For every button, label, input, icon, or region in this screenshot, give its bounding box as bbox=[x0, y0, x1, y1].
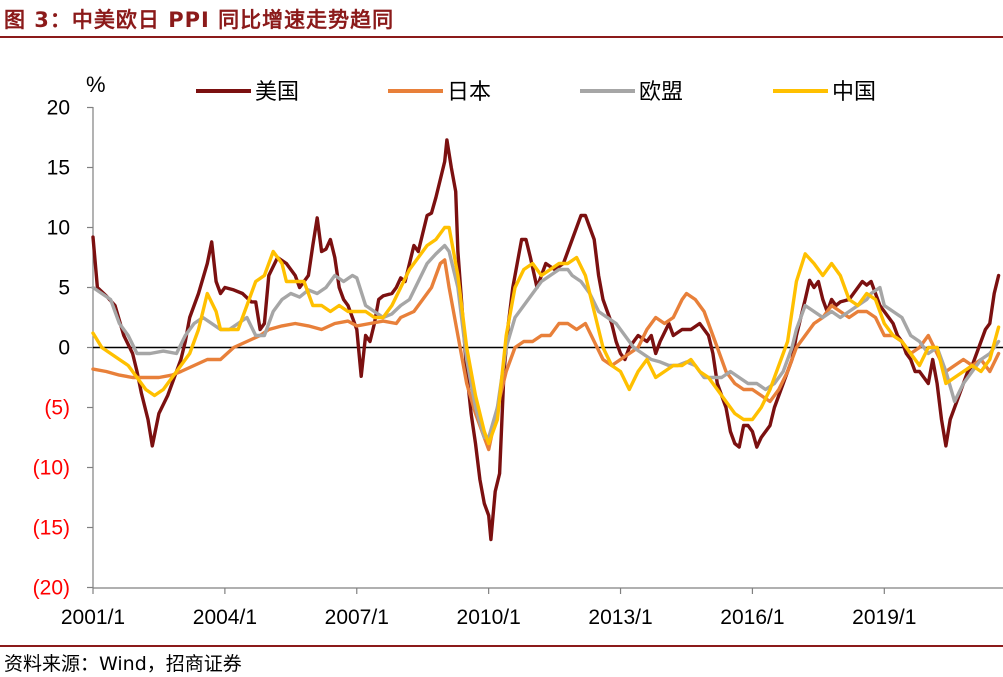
x-tick-label: 2004/1 bbox=[193, 606, 257, 629]
y-tick-label: 5 bbox=[58, 277, 70, 300]
series-line-3 bbox=[91, 243, 1001, 440]
x-tick-label: 2013/1 bbox=[588, 606, 652, 629]
y-tick-label: (10) bbox=[33, 457, 70, 480]
y-tick-label: 15 bbox=[47, 157, 70, 180]
series-lines bbox=[91, 138, 1001, 542]
legend-label: 欧盟 bbox=[639, 80, 683, 105]
x-tick-label: 2016/1 bbox=[720, 606, 784, 629]
legend-label: 美国 bbox=[255, 80, 299, 105]
y-tick-label: (5) bbox=[44, 397, 70, 420]
legend-label: 中国 bbox=[832, 80, 876, 105]
source-divider bbox=[0, 645, 1003, 647]
x-tick-label: 2019/1 bbox=[852, 606, 916, 629]
legend-label: 日本 bbox=[447, 80, 491, 105]
source-note: 资料来源：Wind，招商证券 bbox=[4, 653, 242, 675]
series-line-2 bbox=[91, 258, 1001, 452]
y-tick-label: 10 bbox=[47, 217, 70, 240]
x-tick-label: 2007/1 bbox=[325, 606, 389, 629]
y-tick-label: (15) bbox=[33, 517, 70, 540]
x-ticks: 2001/1 2004/1 2007/1 2010/1 2013/1 2016/1 2019… bbox=[61, 588, 916, 629]
figure-title: 图 3：中美欧日 PPI 同比增速走势趋同 bbox=[4, 8, 395, 32]
y-unit-label: % bbox=[86, 72, 106, 97]
y-tick-label: (20) bbox=[33, 577, 70, 600]
y-tick-label: 20 bbox=[47, 97, 70, 120]
title-divider bbox=[0, 36, 1003, 38]
series-line-4 bbox=[91, 225, 1001, 446]
y-tick-label: 0 bbox=[58, 337, 70, 360]
y-ticks: 20 15 10 5 0 (5) (10) (15) (20) bbox=[33, 97, 93, 600]
x-tick-label: 2001/1 bbox=[61, 606, 125, 629]
axes bbox=[92, 107, 1003, 589]
series-line-1 bbox=[91, 138, 1001, 542]
legend: 美国 日本 欧盟 中国 bbox=[196, 80, 876, 105]
x-tick-label: 2010/1 bbox=[457, 606, 521, 629]
